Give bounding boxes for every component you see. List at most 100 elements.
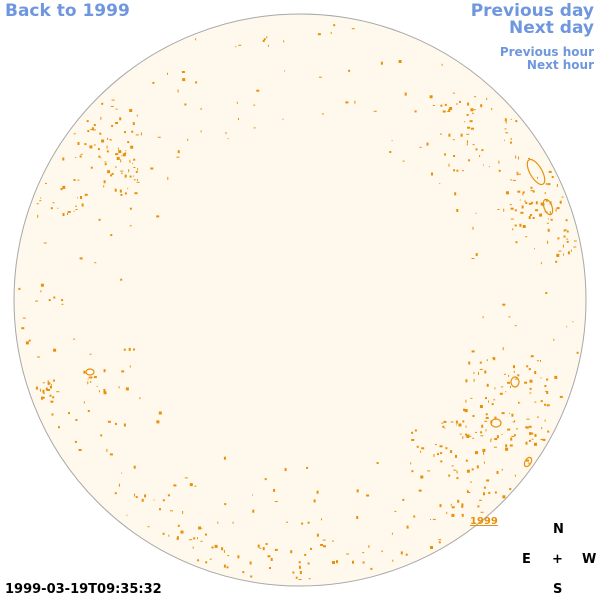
contour-speck bbox=[544, 385, 547, 387]
contour-speck bbox=[368, 545, 370, 548]
contour-speck bbox=[529, 379, 533, 383]
contour-speck bbox=[73, 179, 76, 181]
contour-speck bbox=[22, 317, 26, 319]
contour-loop bbox=[510, 376, 520, 388]
contour-speck bbox=[177, 524, 180, 527]
previous-hour-link[interactable]: Previous hour bbox=[499, 45, 594, 59]
contour-speck bbox=[505, 121, 507, 124]
contour-speck bbox=[263, 38, 266, 41]
next-day-link[interactable]: Next day bbox=[509, 18, 594, 38]
contour-speck bbox=[242, 571, 245, 574]
contour-speck bbox=[126, 514, 128, 516]
contour-speck bbox=[201, 527, 203, 529]
contour-speck bbox=[88, 376, 90, 378]
active-region-link[interactable]: 1999 bbox=[470, 516, 498, 527]
contour-speck bbox=[456, 424, 458, 426]
contour-speck bbox=[514, 474, 516, 477]
next-hour-link[interactable]: Next hour bbox=[526, 58, 594, 72]
contour-speck bbox=[528, 158, 530, 159]
contour-speck bbox=[37, 356, 40, 358]
contour-speck bbox=[520, 211, 524, 214]
contour-speck bbox=[129, 109, 133, 112]
contour-speck bbox=[525, 441, 528, 445]
contour-speck bbox=[345, 101, 349, 104]
contour-speck bbox=[514, 420, 516, 423]
contour-speck bbox=[440, 452, 443, 455]
contour-speck bbox=[502, 303, 506, 306]
contour-speck bbox=[101, 102, 104, 105]
contour-speck bbox=[167, 494, 170, 497]
contour-speck bbox=[43, 392, 45, 394]
contour-speck bbox=[468, 159, 471, 162]
contour-speck bbox=[544, 192, 546, 195]
contour-speck bbox=[501, 468, 503, 471]
contour-speck bbox=[25, 341, 29, 345]
contour-speck bbox=[525, 426, 527, 429]
contour-speck bbox=[494, 491, 497, 494]
contour-speck bbox=[448, 109, 451, 112]
contour-speck bbox=[515, 155, 517, 159]
contour-speck bbox=[561, 196, 564, 198]
contour-speck bbox=[459, 433, 462, 435]
solar-disk bbox=[13, 13, 587, 587]
contour-speck bbox=[391, 532, 393, 535]
contour-speck bbox=[481, 424, 484, 428]
back-to-year-link[interactable]: Back to 1999 bbox=[5, 1, 130, 21]
contour-speck bbox=[61, 299, 64, 302]
contour-speck bbox=[529, 432, 532, 436]
contour-speck bbox=[466, 436, 470, 438]
contour-speck bbox=[430, 519, 431, 520]
contour-speck bbox=[267, 555, 271, 558]
contour-speck bbox=[486, 359, 488, 362]
contour-speck bbox=[522, 192, 524, 196]
contour-speck bbox=[124, 152, 127, 155]
contour-speck bbox=[439, 183, 441, 185]
contour-speck bbox=[536, 360, 539, 362]
contour-speck bbox=[351, 28, 355, 30]
contour-speck bbox=[284, 468, 287, 472]
contour-speck bbox=[193, 537, 196, 540]
contour-speck bbox=[535, 201, 538, 205]
contour-speck bbox=[356, 516, 359, 519]
contour-speck bbox=[466, 133, 470, 135]
contour-speck bbox=[304, 553, 307, 556]
contour-speck bbox=[553, 338, 555, 341]
contour-speck bbox=[472, 144, 475, 146]
contour-speck bbox=[317, 33, 321, 36]
contour-speck bbox=[445, 447, 448, 450]
contour-speck bbox=[170, 510, 173, 512]
previous-day-link[interactable]: Previous day bbox=[470, 1, 594, 21]
contour-speck bbox=[156, 420, 160, 424]
contour-speck bbox=[252, 509, 255, 513]
contour-speck bbox=[534, 248, 535, 250]
contour-speck bbox=[468, 361, 471, 365]
contour-speck bbox=[524, 381, 528, 384]
contour-speck bbox=[106, 145, 108, 149]
contour-speck bbox=[57, 207, 59, 209]
contour-speck bbox=[457, 499, 460, 503]
contour-speck bbox=[462, 170, 465, 172]
contour-speck bbox=[509, 444, 513, 447]
contour-speck bbox=[103, 185, 105, 188]
contour-speck bbox=[381, 550, 384, 552]
contour-speck bbox=[510, 218, 514, 220]
contour-speck bbox=[68, 412, 70, 415]
contour-speck bbox=[200, 540, 203, 542]
contour-loop bbox=[490, 418, 502, 428]
contour-speck bbox=[118, 386, 120, 389]
contour-speck bbox=[545, 292, 548, 294]
contour-speck bbox=[451, 506, 455, 509]
contour-loop bbox=[523, 456, 533, 468]
contour-speck bbox=[92, 129, 96, 131]
contour-speck bbox=[534, 371, 537, 374]
contour-speck bbox=[159, 508, 161, 511]
contour-speck bbox=[73, 338, 76, 340]
contour-speck bbox=[470, 127, 474, 130]
contour-speck bbox=[103, 391, 107, 395]
contour-speck bbox=[462, 420, 465, 423]
compass-south: S bbox=[553, 582, 563, 597]
contour-speck bbox=[484, 420, 488, 422]
contour-speck bbox=[73, 133, 76, 135]
contour-speck bbox=[176, 156, 180, 158]
contour-speck bbox=[471, 350, 475, 353]
